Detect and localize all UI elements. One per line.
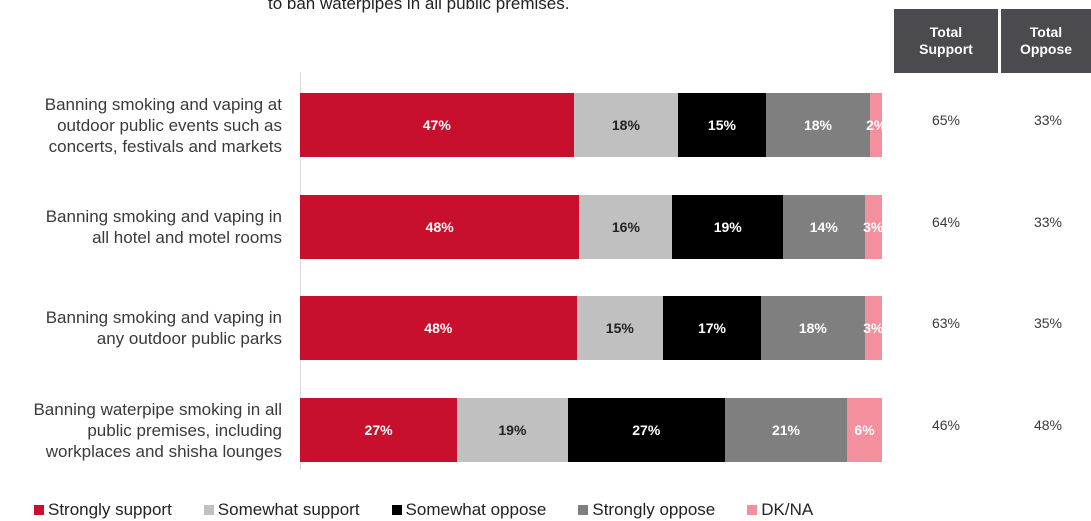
data-label: 48% — [425, 219, 454, 235]
data-label: 2% — [866, 117, 887, 133]
total-oppose-header-label: Total Oppose — [1019, 24, 1073, 57]
bar-segment-somewhat-oppose: 17% — [663, 296, 761, 360]
data-label: 18% — [803, 117, 832, 133]
total-oppose-value: 48% — [1033, 417, 1063, 433]
data-label: 3% — [863, 219, 884, 235]
data-label: 16% — [611, 219, 640, 235]
legend-label: Strongly oppose — [592, 500, 716, 519]
data-label: 21% — [771, 422, 800, 438]
total-support-value: 64% — [931, 214, 961, 230]
data-label: 27% — [364, 422, 393, 438]
bar-segment-dk-na: 6% — [847, 398, 882, 462]
bar-segment-somewhat-oppose: 27% — [567, 398, 725, 462]
row-label: Banning smoking and vaping in all hotel … — [45, 207, 282, 247]
category-axis-line — [300, 72, 301, 470]
bar-segment-strongly-support: 27% — [300, 398, 458, 462]
legend-item: DK/NA — [747, 500, 813, 520]
bar-segment-somewhat-oppose: 15% — [678, 93, 766, 157]
data-label: 3% — [863, 320, 884, 336]
data-label: 14% — [809, 219, 838, 235]
bar-segment-dk-na: 2% — [866, 93, 886, 157]
row-label: Banning waterpipe smoking in all public … — [33, 399, 282, 461]
data-label: 19% — [713, 219, 742, 235]
total-support-header-label: Total Support — [919, 24, 973, 57]
bar-segment-somewhat-oppose: 19% — [672, 195, 784, 259]
total-support-value: 63% — [931, 315, 961, 331]
bar-segment-strongly-support: 48% — [300, 296, 577, 360]
total-oppose-value: 33% — [1033, 214, 1063, 230]
legend-swatch — [747, 505, 758, 515]
total-oppose-value: 35% — [1033, 315, 1063, 331]
total-support-header: Total Support — [894, 9, 998, 73]
bar-segment-somewhat-support: 18% — [573, 93, 679, 157]
legend-swatch — [391, 505, 402, 515]
legend-swatch — [34, 505, 44, 515]
total-oppose-value: 33% — [1033, 112, 1063, 128]
bar-segment-somewhat-support: 19% — [457, 398, 568, 462]
bar-segment-dk-na: 3% — [863, 195, 884, 259]
bar-segment-strongly-oppose: 18% — [760, 296, 865, 360]
legend-item: Somewhat support — [203, 500, 360, 520]
legend-item: Strongly support — [34, 500, 172, 520]
data-label: 18% — [611, 117, 640, 133]
total-oppose-header: Total Oppose — [1001, 9, 1091, 73]
data-label: 19% — [498, 422, 527, 438]
data-label: 18% — [798, 320, 827, 336]
bar-segment-strongly-oppose: 18% — [765, 93, 871, 157]
bar-segment-strongly-oppose: 14% — [783, 195, 865, 259]
legend-label: DK/NA — [761, 500, 814, 519]
bar-segment-strongly-support: 48% — [300, 195, 580, 259]
legend-label: Strongly support — [48, 500, 172, 519]
legend-item: Somewhat oppose — [391, 500, 547, 520]
data-label: 15% — [707, 117, 736, 133]
bar-segment-somewhat-support: 16% — [579, 195, 673, 259]
bar-segment-dk-na: 3% — [863, 296, 884, 360]
total-support-value: 65% — [931, 112, 961, 128]
data-label: 47% — [422, 117, 451, 133]
chart-legend: Strongly support Somewhat support Somewhat… — [34, 500, 845, 520]
legend-label: Somewhat oppose — [405, 500, 547, 519]
chart-title-fragment: to ban waterpipes in all public premises… — [268, 0, 570, 13]
data-label: 15% — [605, 320, 634, 336]
legend-swatch — [203, 505, 214, 515]
legend-label: Somewhat support — [217, 500, 360, 519]
bar-segment-strongly-oppose: 21% — [724, 398, 848, 462]
row-label: Banning smoking and vaping at outdoor pu… — [44, 94, 282, 156]
data-label: 17% — [697, 320, 726, 336]
row-label: Banning smoking and vaping in any outdoo… — [45, 308, 282, 348]
legend-item: Strongly oppose — [578, 500, 715, 520]
data-label: 27% — [632, 422, 661, 438]
data-label: 6% — [854, 422, 875, 438]
total-support-value: 46% — [931, 417, 961, 433]
legend-swatch — [578, 505, 589, 515]
bar-segment-somewhat-support: 15% — [576, 296, 664, 360]
bar-segment-strongly-support: 47% — [300, 93, 574, 157]
data-label: 48% — [424, 320, 453, 336]
